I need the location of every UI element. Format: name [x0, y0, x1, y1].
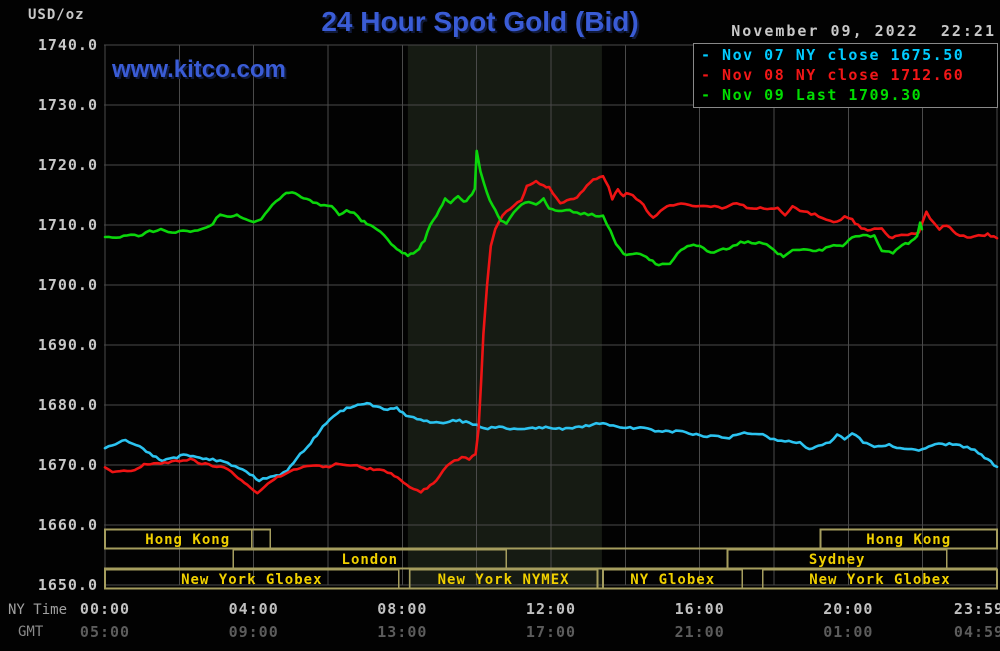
- series-line-nov-09-last: [103, 149, 924, 267]
- gmt-axis-label: GMT: [18, 624, 44, 640]
- ny-time-tick-label: 12:00: [525, 600, 577, 618]
- nymex-session-band: [407, 45, 602, 589]
- kitco-watermark: www.kitco.com: [112, 56, 286, 83]
- y-tick-label: 1660.0: [37, 516, 98, 534]
- session-label: Sydney: [809, 552, 866, 568]
- y-tick-label: 1650.0: [37, 576, 98, 594]
- session-box: [408, 568, 599, 590]
- ny-time-tick-label: 20:00: [823, 600, 874, 618]
- ny-time-tick-label: 16:00: [674, 600, 725, 618]
- session-box: [232, 548, 508, 570]
- session-label: New York NYMEX: [438, 572, 570, 588]
- ny-time-tick-label: 00:00: [79, 600, 131, 618]
- timestamp-label: November 09, 2022 22:21: [731, 22, 996, 40]
- y-tick-label: 1680.0: [37, 396, 98, 414]
- y-tick-label: 1740.0: [37, 36, 98, 54]
- session-label: Hong Kong: [145, 532, 230, 548]
- y-tick-label: 1700.0: [37, 276, 98, 294]
- gmt-tick-label: 17:00: [525, 623, 577, 641]
- legend-box: - Nov 07 NY close 1675.50 - Nov 08 NY cl…: [693, 43, 998, 108]
- session-label: London: [342, 552, 399, 568]
- y-tick-label: 1720.0: [37, 156, 98, 174]
- session-box: [762, 568, 998, 590]
- ny-time-tick-label: 04:00: [228, 600, 279, 618]
- gmt-tick-label: 21:00: [674, 623, 725, 641]
- gmt-tick-label: 01:00: [823, 623, 874, 641]
- legend-item-nov08: - Nov 08 NY close 1712.60: [701, 66, 965, 84]
- session-box: [104, 528, 272, 550]
- legend-item-nov07: - Nov 07 NY close 1675.50: [701, 46, 965, 64]
- series-line-nov-07-ny-close: [103, 401, 999, 483]
- y-tick-label: 1710.0: [37, 216, 98, 234]
- ny-time-tick-label: 23:59: [953, 600, 1000, 618]
- legend-item-nov09: - Nov 09 Last 1709.30: [701, 86, 923, 104]
- session-box: [726, 548, 948, 570]
- gmt-tick-label: 04:59: [953, 623, 1000, 641]
- chart-title: 24 Hour Spot Gold (Bid): [321, 6, 639, 37]
- session-box: [602, 568, 744, 590]
- y-tick-label: 1730.0: [37, 96, 98, 114]
- y-tick-label: 1690.0: [37, 336, 98, 354]
- y-tick-label: 1670.0: [37, 456, 98, 474]
- series-line-nov-08-ny-close: [103, 174, 999, 495]
- units-label: USD/oz: [28, 7, 85, 23]
- session-box: [104, 568, 400, 590]
- ny-time-tick-label: 08:00: [377, 600, 428, 618]
- session-label: New York Globex: [181, 572, 322, 588]
- session-label: NY Globex: [630, 572, 715, 588]
- gmt-tick-label: 13:00: [377, 623, 428, 641]
- gmt-tick-label: 05:00: [79, 623, 131, 641]
- gmt-tick-label: 09:00: [228, 623, 279, 641]
- session-box: [819, 528, 998, 550]
- session-label: New York Globex: [809, 572, 950, 588]
- ny-time-axis-label: NY Time: [8, 602, 68, 618]
- session-label: Hong Kong: [866, 532, 951, 548]
